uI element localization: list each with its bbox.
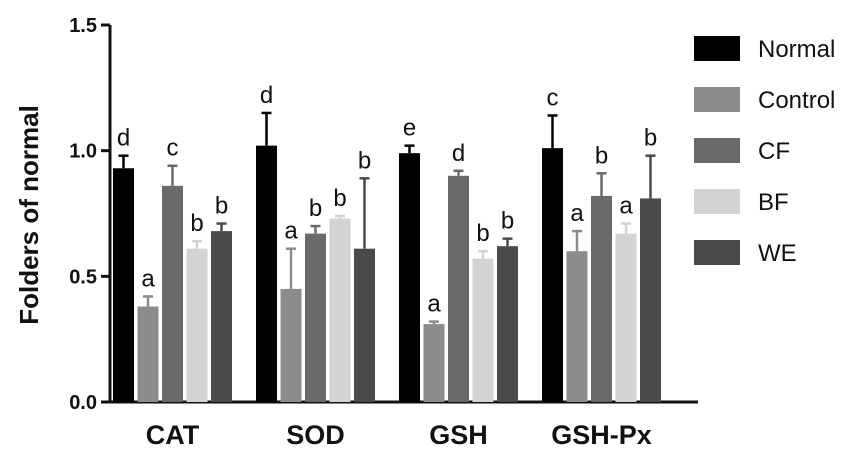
bar xyxy=(354,248,375,402)
category-label: GSH-Px xyxy=(551,420,652,450)
bar xyxy=(640,198,661,402)
significance-label: e xyxy=(403,115,416,142)
significance-label: b xyxy=(190,210,203,237)
significance-label: c xyxy=(167,135,179,162)
legend-label: WE xyxy=(758,240,797,267)
legend-label: CF xyxy=(758,138,790,165)
category-label: SOD xyxy=(286,420,345,450)
bar xyxy=(497,246,518,402)
legend-swatch xyxy=(694,138,740,163)
significance-label: b xyxy=(215,193,228,220)
significance-label: a xyxy=(284,218,298,245)
y-tick-label: 0.5 xyxy=(69,266,97,288)
bar xyxy=(615,233,637,402)
legend-label: Control xyxy=(758,87,835,114)
bar xyxy=(448,175,469,402)
bar xyxy=(566,251,588,402)
significance-label: b xyxy=(476,220,489,247)
bar xyxy=(423,324,445,402)
bar xyxy=(399,153,420,402)
legend-swatch xyxy=(694,87,740,112)
significance-label: b xyxy=(644,125,657,152)
bar xyxy=(305,233,326,402)
significance-label: d xyxy=(452,140,465,167)
significance-label: a xyxy=(619,193,633,220)
bar xyxy=(186,248,208,402)
significance-label: a xyxy=(427,291,441,318)
y-tick-label: 1.0 xyxy=(69,141,97,163)
legend-label: BF xyxy=(758,189,789,216)
axes: 0.0 0.5 1.0 1.5 CAT SOD GSH GSH-Px xyxy=(69,15,698,450)
y-tick-label: 1.5 xyxy=(69,15,97,37)
significance-label: a xyxy=(141,265,155,292)
legend-swatch xyxy=(694,36,740,61)
category-label: CAT xyxy=(146,420,200,450)
bar xyxy=(472,258,494,402)
significance-label: b xyxy=(358,147,371,174)
category-label: GSH xyxy=(429,420,488,450)
y-tick-label: 0.0 xyxy=(69,392,97,414)
significance-label: d xyxy=(117,125,130,152)
bar xyxy=(280,288,302,402)
legend: Normal Control CF BF WE xyxy=(694,36,835,267)
bar xyxy=(211,231,232,402)
legend-label: Normal xyxy=(758,36,835,63)
bar xyxy=(542,148,563,402)
significance-label: b xyxy=(309,195,322,222)
significance-label: b xyxy=(595,142,608,169)
significance-label: b xyxy=(333,185,346,212)
significance-label: a xyxy=(570,200,584,227)
significance-label: c xyxy=(547,84,559,111)
significance-label: b xyxy=(501,208,514,235)
significance-label: d xyxy=(260,82,273,109)
y-axis-label: Folders of normal xyxy=(14,105,44,325)
bar xyxy=(329,218,351,402)
legend-swatch xyxy=(694,189,740,214)
bar xyxy=(256,145,277,402)
bar xyxy=(137,306,159,402)
bar xyxy=(591,195,612,402)
bar xyxy=(113,168,134,402)
bar xyxy=(162,185,183,402)
legend-swatch xyxy=(694,240,740,265)
